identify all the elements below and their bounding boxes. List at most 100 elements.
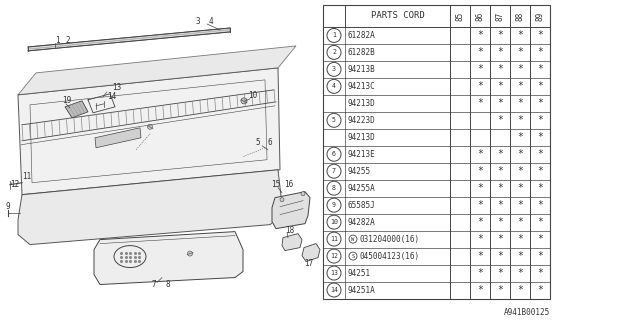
Text: *: * [477,183,483,193]
Text: 4: 4 [332,83,336,89]
Text: *: * [497,200,503,210]
Text: S: S [351,253,355,259]
Text: *: * [497,285,503,295]
Text: 1: 1 [55,36,60,45]
Text: *: * [537,132,543,142]
Text: *: * [537,115,543,125]
Text: *: * [537,200,543,210]
Text: *: * [517,81,523,91]
Text: 94223D: 94223D [348,116,376,125]
Text: 10: 10 [248,91,257,100]
Text: *: * [477,251,483,261]
Text: 65585J: 65585J [348,201,376,210]
Text: 11: 11 [330,236,338,242]
Text: *: * [537,217,543,227]
Text: *: * [497,30,503,40]
Text: *: * [477,149,483,159]
Text: 61282B: 61282B [348,48,376,57]
Text: PARTS CORD: PARTS CORD [371,12,424,20]
Text: 14: 14 [107,92,116,101]
Text: 18: 18 [285,226,294,235]
Text: 6: 6 [267,138,271,147]
Polygon shape [18,68,280,195]
Text: 1: 1 [332,32,336,38]
Text: 4: 4 [209,18,214,27]
Polygon shape [65,101,88,118]
Text: 3: 3 [332,66,336,72]
Text: *: * [477,98,483,108]
Text: 12: 12 [330,253,338,259]
Text: 15: 15 [271,180,280,189]
Text: *: * [477,81,483,91]
Polygon shape [95,128,141,148]
Text: *: * [497,81,503,91]
Text: *: * [497,98,503,108]
Text: *: * [537,149,543,159]
Text: *: * [537,285,543,295]
Text: 9: 9 [5,202,10,211]
Text: *: * [497,64,503,74]
Polygon shape [28,28,230,51]
Text: *: * [517,98,523,108]
Text: *: * [537,234,543,244]
Text: *: * [517,285,523,295]
Text: 031204000(16): 031204000(16) [359,235,419,244]
Text: 7: 7 [332,168,336,174]
Text: 94213C: 94213C [348,82,376,91]
Polygon shape [302,244,320,261]
Circle shape [280,198,284,202]
Text: 94213B: 94213B [348,65,376,74]
Polygon shape [18,170,282,244]
Text: 3: 3 [195,18,200,27]
Circle shape [301,192,305,196]
Text: 89: 89 [536,11,545,20]
Text: 88: 88 [515,11,525,20]
Text: 045004123(16): 045004123(16) [359,252,419,260]
Text: *: * [477,30,483,40]
Text: *: * [537,81,543,91]
Text: 94251A: 94251A [348,285,376,294]
Text: W: W [351,236,355,242]
Text: 94213D: 94213D [348,133,376,142]
Text: 94251: 94251 [348,268,371,277]
Text: 2: 2 [332,49,336,55]
Text: 10: 10 [330,219,338,225]
Text: *: * [477,166,483,176]
Text: *: * [497,115,503,125]
Text: 5: 5 [332,117,336,123]
Text: *: * [517,149,523,159]
Text: *: * [497,268,503,278]
Polygon shape [18,46,296,95]
Text: 7: 7 [152,280,157,289]
Text: 2: 2 [65,36,70,45]
Text: *: * [517,30,523,40]
Text: *: * [497,234,503,244]
Polygon shape [272,192,310,228]
Text: *: * [517,132,523,142]
Text: 14: 14 [330,287,338,293]
Text: *: * [537,268,543,278]
Text: *: * [517,217,523,227]
Circle shape [188,251,193,256]
Text: 17: 17 [304,259,313,268]
Text: 13: 13 [330,270,338,276]
Text: *: * [477,285,483,295]
Text: *: * [497,217,503,227]
Text: 6: 6 [332,151,336,157]
Text: *: * [517,200,523,210]
Text: *: * [537,30,543,40]
Text: *: * [517,183,523,193]
Text: *: * [477,268,483,278]
Text: *: * [477,234,483,244]
Text: *: * [537,64,543,74]
Text: *: * [517,115,523,125]
Text: *: * [517,166,523,176]
Text: 94255A: 94255A [348,184,376,193]
Text: 94282A: 94282A [348,218,376,227]
Bar [323,5,550,299]
Text: 9: 9 [332,202,336,208]
Text: 94213E: 94213E [348,150,376,159]
Text: *: * [517,234,523,244]
Text: *: * [517,268,523,278]
Text: *: * [477,217,483,227]
